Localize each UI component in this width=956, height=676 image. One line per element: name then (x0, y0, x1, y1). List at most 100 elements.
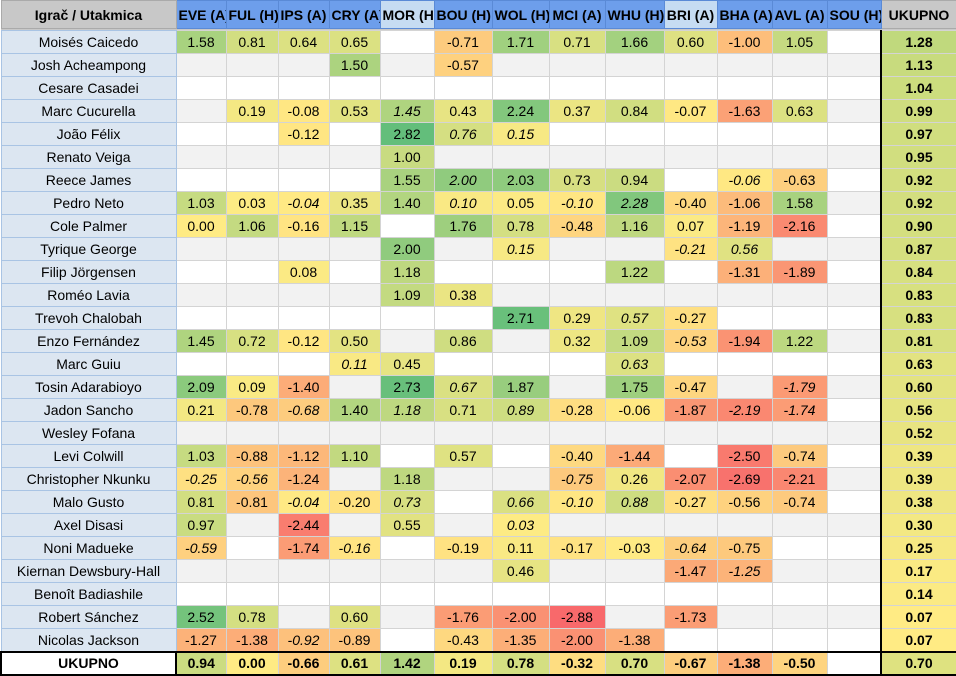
rating-cell[interactable]: 2.28 (604, 191, 665, 215)
rating-cell[interactable]: 0.09 (225, 375, 279, 399)
rating-cell[interactable]: 1.18 (379, 398, 435, 422)
rating-cell[interactable] (379, 444, 435, 468)
rating-cell[interactable] (771, 628, 828, 652)
rating-cell[interactable] (491, 467, 550, 491)
rating-cell[interactable] (716, 582, 773, 606)
rating-cell[interactable] (277, 168, 330, 192)
total-cell[interactable]: 0.70 (880, 650, 956, 676)
player-name[interactable]: Wesley Fofana (0, 421, 177, 445)
rating-cell[interactable]: 1.09 (604, 329, 665, 353)
rating-cell[interactable]: 0.67 (433, 375, 493, 399)
column-header-match[interactable]: EVE (A) (175, 0, 227, 29)
rating-cell[interactable] (225, 283, 279, 307)
player-name[interactable]: Renato Veiga (0, 145, 177, 169)
player-name[interactable]: Reece James (0, 168, 177, 192)
rating-cell[interactable]: 0.00 (225, 650, 279, 676)
rating-cell[interactable]: -0.40 (548, 444, 606, 468)
rating-cell[interactable]: -0.27 (663, 306, 718, 330)
rating-cell[interactable]: -1.94 (716, 329, 773, 353)
rating-cell[interactable]: -0.63 (771, 168, 828, 192)
rating-cell[interactable] (175, 237, 227, 261)
total-cell[interactable]: 0.25 (880, 536, 956, 560)
rating-cell[interactable] (826, 559, 882, 583)
rating-cell[interactable]: -0.17 (548, 536, 606, 560)
rating-cell[interactable] (771, 513, 828, 537)
rating-cell[interactable] (548, 352, 606, 376)
column-header-player[interactable]: Igrač / Utakmica (0, 0, 177, 29)
rating-cell[interactable]: -1.06 (716, 191, 773, 215)
rating-cell[interactable] (491, 444, 550, 468)
rating-cell[interactable]: -1.47 (663, 559, 718, 583)
rating-cell[interactable]: -0.74 (771, 444, 828, 468)
rating-cell[interactable]: 0.60 (328, 605, 381, 629)
rating-cell[interactable]: -1.38 (716, 650, 773, 676)
rating-cell[interactable] (225, 168, 279, 192)
rating-cell[interactable] (491, 53, 550, 77)
rating-cell[interactable] (225, 421, 279, 445)
rating-cell[interactable]: -1.00 (716, 30, 773, 54)
rating-cell[interactable]: 0.11 (491, 536, 550, 560)
rating-cell[interactable]: 0.72 (225, 329, 279, 353)
rating-cell[interactable] (379, 536, 435, 560)
rating-cell[interactable]: 0.89 (491, 398, 550, 422)
rating-cell[interactable]: 2.82 (379, 122, 435, 146)
rating-cell[interactable]: -1.24 (277, 467, 330, 491)
rating-cell[interactable]: -1.87 (663, 398, 718, 422)
rating-cell[interactable] (277, 306, 330, 330)
rating-cell[interactable] (771, 237, 828, 261)
rating-cell[interactable] (433, 582, 493, 606)
rating-cell[interactable]: 0.97 (175, 513, 227, 537)
player-name[interactable]: Pedro Neto (0, 191, 177, 215)
rating-cell[interactable] (826, 421, 882, 445)
player-name[interactable]: Enzo Fernández (0, 329, 177, 353)
rating-cell[interactable]: 0.03 (491, 513, 550, 537)
rating-cell[interactable]: 2.24 (491, 99, 550, 123)
rating-cell[interactable] (826, 168, 882, 192)
rating-cell[interactable] (225, 352, 279, 376)
total-cell[interactable]: 0.38 (880, 490, 956, 514)
rating-cell[interactable]: -1.38 (604, 628, 665, 652)
rating-cell[interactable]: 0.11 (328, 352, 381, 376)
rating-cell[interactable] (548, 122, 606, 146)
rating-cell[interactable] (379, 76, 435, 100)
rating-cell[interactable] (826, 30, 882, 54)
rating-cell[interactable]: -2.19 (716, 398, 773, 422)
rating-cell[interactable] (663, 513, 718, 537)
rating-cell[interactable] (663, 421, 718, 445)
rating-cell[interactable]: 0.94 (175, 650, 227, 676)
rating-cell[interactable]: -0.27 (663, 490, 718, 514)
rating-cell[interactable]: 0.32 (548, 329, 606, 353)
rating-cell[interactable]: -0.10 (548, 191, 606, 215)
rating-cell[interactable] (175, 306, 227, 330)
rating-cell[interactable]: -1.19 (716, 214, 773, 238)
rating-cell[interactable] (826, 145, 882, 169)
rating-cell[interactable]: -0.16 (328, 536, 381, 560)
total-cell[interactable]: 0.81 (880, 329, 956, 353)
player-name[interactable]: Filip Jörgensen (0, 260, 177, 284)
rating-cell[interactable]: -2.00 (548, 628, 606, 652)
column-header-match[interactable]: AVL (A) (771, 0, 828, 29)
rating-cell[interactable] (548, 421, 606, 445)
player-name[interactable]: Tosin Adarabioyo (0, 375, 177, 399)
rating-cell[interactable]: 0.73 (548, 168, 606, 192)
rating-cell[interactable] (433, 306, 493, 330)
rating-cell[interactable]: 0.71 (433, 398, 493, 422)
rating-cell[interactable]: 1.22 (771, 329, 828, 353)
rating-cell[interactable] (175, 260, 227, 284)
total-cell[interactable]: 1.28 (880, 30, 956, 54)
rating-cell[interactable] (328, 467, 381, 491)
rating-cell[interactable]: 0.35 (328, 191, 381, 215)
rating-cell[interactable] (433, 145, 493, 169)
rating-cell[interactable]: -0.10 (548, 490, 606, 514)
rating-cell[interactable] (548, 145, 606, 169)
rating-cell[interactable]: -1.74 (771, 398, 828, 422)
rating-cell[interactable] (328, 122, 381, 146)
rating-cell[interactable]: -1.63 (716, 99, 773, 123)
rating-cell[interactable]: -0.81 (225, 490, 279, 514)
rating-cell[interactable]: -1.12 (277, 444, 330, 468)
total-cell[interactable]: 0.83 (880, 283, 956, 307)
rating-cell[interactable] (491, 76, 550, 100)
total-cell[interactable]: 0.60 (880, 375, 956, 399)
rating-cell[interactable]: 1.18 (379, 467, 435, 491)
rating-cell[interactable]: -0.32 (548, 650, 606, 676)
